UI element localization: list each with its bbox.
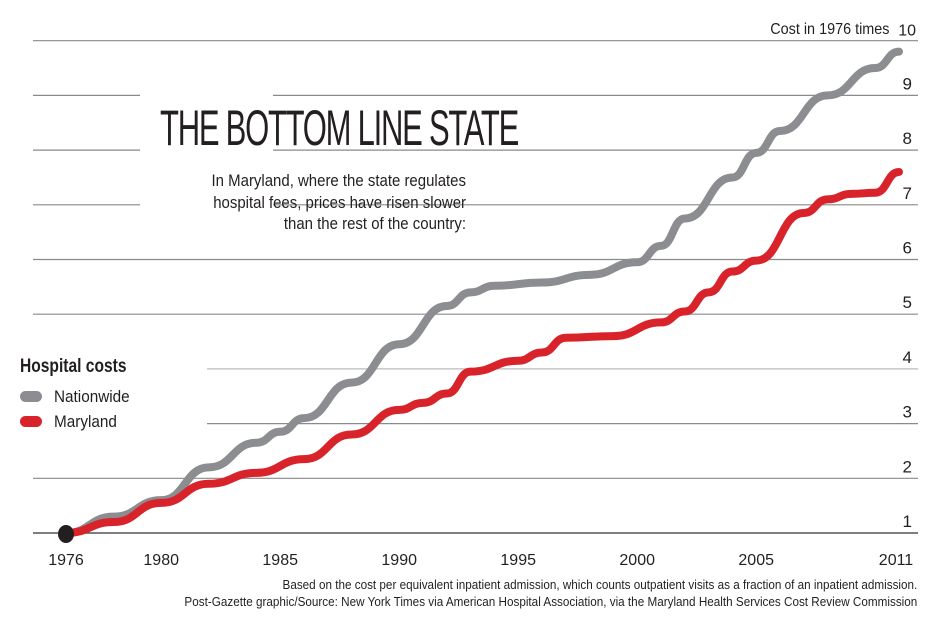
series-lines bbox=[58, 47, 903, 543]
gridlines bbox=[33, 40, 918, 534]
subtitle-line: hospital fees, prices have risen slower bbox=[213, 192, 466, 212]
chart-subtitle: In Maryland, where the state regulates h… bbox=[167, 170, 466, 235]
legend-swatch-maryland bbox=[20, 416, 42, 427]
y-tick-label: 5 bbox=[903, 293, 912, 312]
y-tick-label: 8 bbox=[903, 129, 912, 148]
legend-item-nationwide: Nationwide bbox=[20, 384, 150, 409]
footnotes: Based on the cost per equivalent inpatie… bbox=[184, 576, 917, 610]
subtitle-line: In Maryland, where the state regulates bbox=[211, 171, 466, 190]
legend: Hospital costs Nationwide Maryland bbox=[20, 356, 150, 434]
x-tick-labels: 1976 1980 1985 1990 1995 2000 2005 2011 bbox=[48, 552, 913, 569]
x-tick-label: 2000 bbox=[619, 552, 655, 569]
y-tick-label: 3 bbox=[903, 403, 912, 422]
y-tick-label: 7 bbox=[903, 184, 912, 203]
x-tick-label: 1985 bbox=[262, 552, 298, 569]
start-marker bbox=[58, 525, 74, 543]
series-line-nationwide bbox=[62, 47, 903, 537]
x-tick-label: 2005 bbox=[738, 552, 774, 569]
footnote-source: Post-Gazette graphic/Source: New York Ti… bbox=[184, 594, 917, 609]
chart-title: THE BOTTOM LINE STATE bbox=[160, 100, 519, 156]
x-tick-label: 1990 bbox=[381, 552, 417, 569]
legend-label: Maryland bbox=[54, 411, 117, 431]
y-tick-label: 6 bbox=[903, 239, 912, 258]
legend-swatch-nationwide bbox=[20, 391, 42, 402]
x-tick-label: 1976 bbox=[48, 552, 84, 569]
legend-item-maryland: Maryland bbox=[20, 409, 150, 434]
y-tick-label: 9 bbox=[903, 74, 912, 93]
y-tick-label: 10 bbox=[898, 23, 916, 40]
y-axis-unit-label: Cost in 1976 times bbox=[770, 21, 890, 38]
y-tick-labels: 1 2 3 4 5 6 7 8 9 10 bbox=[898, 23, 916, 531]
y-tick-label: 4 bbox=[903, 348, 912, 367]
x-tick-label: 1980 bbox=[143, 552, 179, 569]
x-tick-label: 1995 bbox=[500, 552, 536, 569]
x-tick-label: 2011 bbox=[879, 552, 914, 569]
footnote-method: Based on the cost per equivalent inpatie… bbox=[282, 577, 917, 592]
legend-title: Hospital costs bbox=[20, 356, 127, 377]
legend-label: Nationwide bbox=[54, 386, 130, 406]
y-tick-label: 1 bbox=[903, 512, 912, 531]
series-line-maryland bbox=[62, 167, 903, 537]
y-tick-label: 2 bbox=[903, 457, 912, 476]
subtitle-line: than the rest of the country: bbox=[283, 214, 466, 233]
